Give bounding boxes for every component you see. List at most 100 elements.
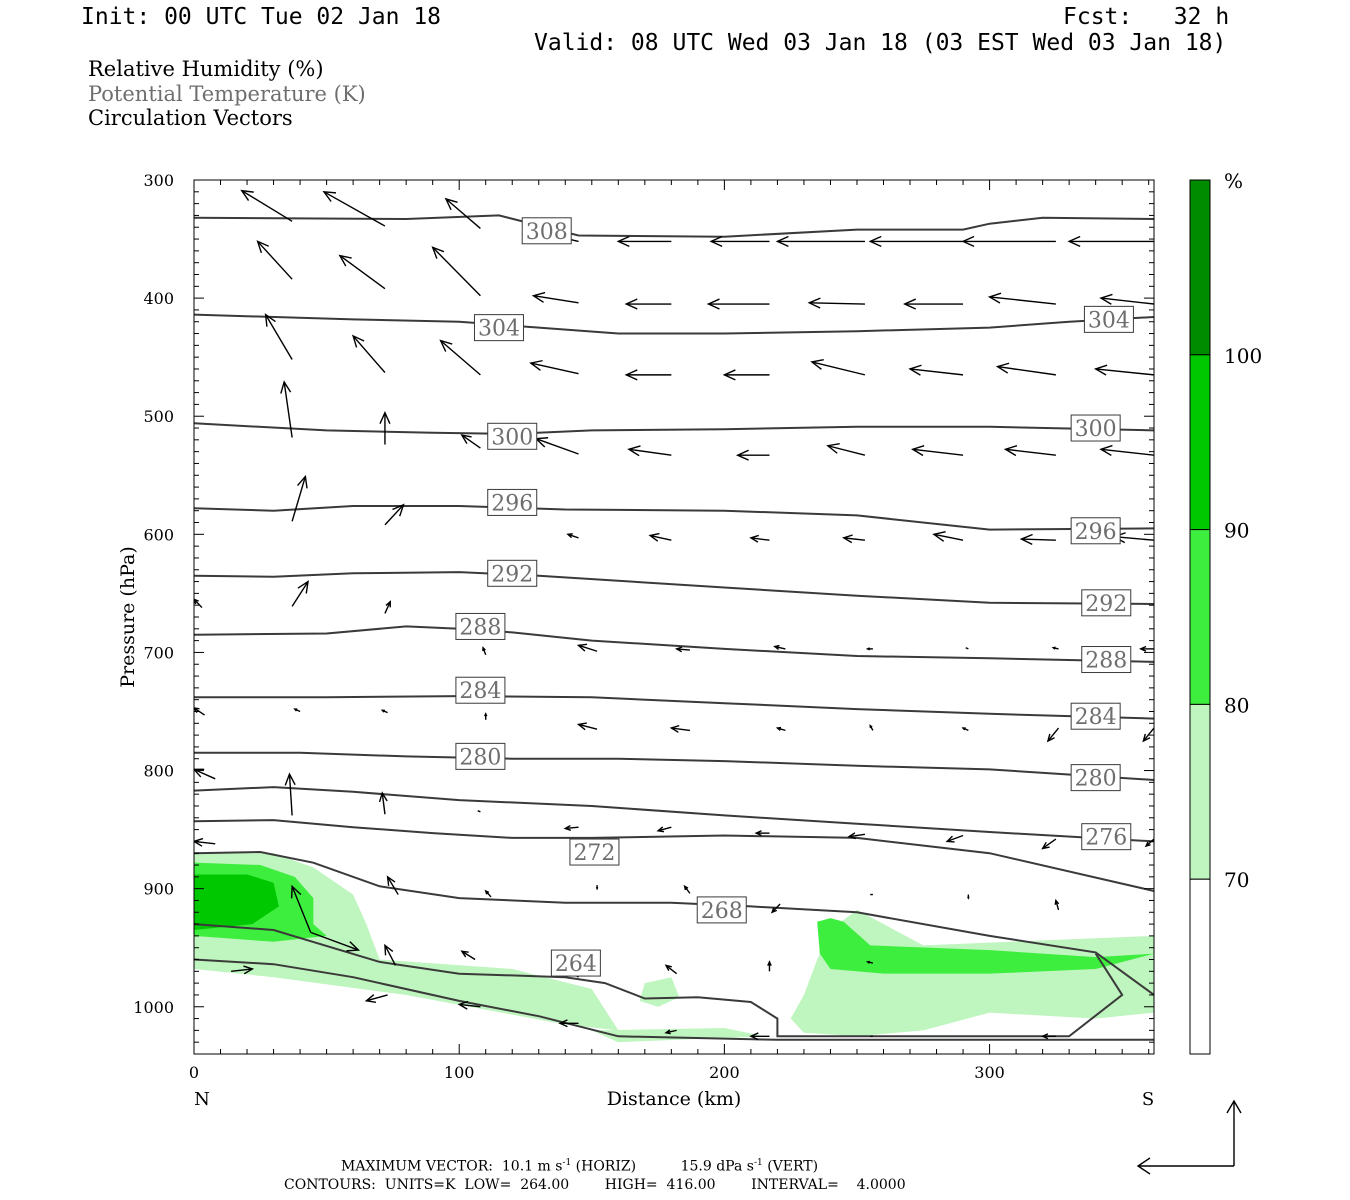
circulation-vector: [1003, 444, 1056, 457]
theta-label-box: [1070, 414, 1121, 442]
init-time: Init: 00 UTC Tue 02 Jan 18: [81, 4, 442, 30]
theta-contour-ground: [194, 958, 1154, 1041]
circulation-vector: [767, 960, 772, 972]
theta-label-box: [1070, 764, 1121, 792]
theta-label-box: [487, 422, 538, 450]
legend-circulation-vectors: Circulation Vectors: [88, 106, 293, 130]
circulation-vector: [842, 534, 866, 544]
theta-label-box: [487, 488, 538, 516]
circulation-vector: [865, 647, 873, 651]
circulation-vector: [460, 950, 476, 961]
circulation-vector: [576, 722, 598, 731]
circulation-vector: [961, 727, 969, 732]
theta-label-268: 268: [701, 899, 743, 924]
circulation-vector: [1041, 838, 1057, 850]
theta-contour-300: [194, 422, 1154, 435]
theta-label-box: [550, 949, 601, 977]
circulation-vector: [439, 339, 481, 376]
circulation-vector: [910, 444, 964, 457]
circulation-vector: [338, 254, 386, 290]
theta-contour-276: [194, 786, 1154, 843]
y-tick-label: 500: [143, 407, 174, 426]
circulation-vector: [444, 197, 481, 229]
circulation-vector: [194, 598, 203, 609]
circulation-vector: [595, 885, 599, 891]
circulation-vector: [431, 246, 481, 297]
circulation-vector: [664, 1029, 677, 1035]
theta-label-box: [473, 314, 524, 342]
circulation-vector: [310, 931, 361, 952]
circulation-vector: [566, 533, 579, 539]
max-vector-vert-exp: -1: [753, 1158, 763, 1168]
theta-label-box: [696, 896, 747, 924]
circulation-vector: [293, 708, 301, 713]
max-vector-line: MAXIMUM VECTOR: 10.1 m s-1 (HORIZ) 15.9 …: [341, 1159, 818, 1174]
circulation-vector: [709, 235, 770, 248]
theta-label-box: [1070, 702, 1121, 730]
colorbar-segment: [1189, 878, 1211, 1055]
colorbar-unit: %: [1224, 169, 1243, 193]
circulation-vector: [865, 960, 874, 964]
max-vector-vert-tag: (VERT): [767, 1158, 819, 1175]
circulation-vector: [280, 380, 293, 438]
theta-contour-288: [194, 625, 1154, 663]
circulation-vector: [754, 830, 770, 837]
theta-label-308: 308: [526, 220, 568, 245]
x-right-end-label: S: [1142, 1089, 1154, 1110]
circulation-vector: [1099, 444, 1154, 457]
circulation-vector: [531, 291, 579, 304]
circulation-vector: [351, 334, 386, 373]
theta-contour-296: [194, 505, 1154, 531]
theta-contour-280: [194, 751, 1154, 781]
circulation-vector: [669, 724, 690, 733]
legend-potential-temperature: Potential Temperature (K): [88, 82, 366, 106]
rh-fills: [194, 853, 1154, 1043]
theta-label-280: 280: [1075, 767, 1117, 792]
circulation-vector: [1019, 533, 1056, 546]
circulation-vector: [231, 965, 255, 975]
theta-label-276: 276: [1085, 826, 1127, 851]
circulation-vector: [534, 437, 579, 455]
theta-label-box: [1083, 305, 1134, 333]
theta-label-box: [487, 559, 538, 587]
theta-label-box: [455, 612, 506, 640]
circulation-vector: [807, 297, 865, 309]
theta-label-box: [1081, 823, 1132, 851]
valid-time: Valid: 08 UTC Wed 03 Jan 18 (03 EST Wed …: [534, 30, 1227, 56]
colorbar-segment: [1189, 179, 1211, 356]
x-tick-label: 300: [974, 1063, 1005, 1082]
theta-label-292: 292: [1085, 592, 1127, 617]
circulation-vector: [1051, 646, 1059, 650]
circulation-vectors: [194, 189, 1154, 1041]
max-vector-horiz-tag: (HORIZ): [575, 1158, 637, 1175]
circulation-vector: [932, 530, 964, 542]
theta-label-box: [455, 676, 506, 704]
circulation-vector: [477, 810, 481, 813]
circulation-vector: [908, 364, 964, 376]
circulation-vector: [256, 240, 293, 280]
theta-label-304: 304: [478, 317, 520, 342]
x-tick-label: 200: [709, 1063, 740, 1082]
circulation-vector: [1093, 364, 1154, 376]
circulation-vector: [664, 964, 678, 975]
theta-label-288: 288: [459, 615, 501, 640]
theta-contour-268: [194, 850, 1154, 996]
contour-labels: 308 304 304 300 300 296 296 292 292 288 288 284 284 2…: [455, 217, 1134, 977]
circulation-vector: [1067, 235, 1154, 248]
theta-contours: [194, 214, 1154, 1041]
theta-contour-308: [194, 214, 1154, 238]
y-axis-label: Pressure (hPa): [117, 546, 139, 688]
theta-label-304: 304: [1088, 308, 1130, 333]
theta-label-box: [1081, 589, 1132, 617]
circulation-vector: [770, 903, 781, 914]
circulation-vector: [378, 791, 388, 815]
y-tick-label: 400: [143, 289, 174, 308]
circulation-vector: [674, 646, 690, 653]
circulation-vector: [291, 474, 308, 522]
circulation-vector: [194, 837, 216, 847]
circulation-vector: [484, 889, 492, 898]
circulation-vector: [482, 646, 487, 656]
theta-label-272: 272: [573, 841, 615, 866]
circulation-vector: [460, 434, 481, 449]
